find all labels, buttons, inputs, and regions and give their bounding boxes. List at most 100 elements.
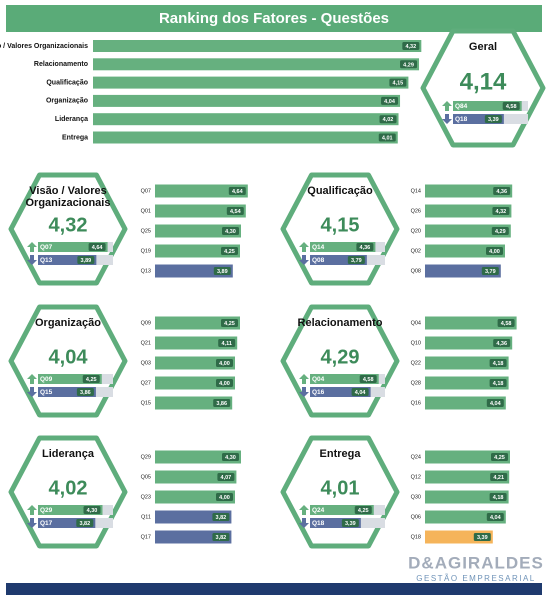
best-question: Q14 [312,244,325,251]
value-tag [83,506,101,514]
value-label: 4,36 [496,341,507,347]
worst-bar [38,255,97,265]
value-label: 4,04 [490,401,502,407]
value-tag [213,399,231,407]
value-label: 4,18 [493,361,504,367]
value-tag [76,519,94,527]
bar [425,396,506,410]
value-label: 4,58 [363,377,374,383]
category-label: Q30 [411,494,421,500]
bar [425,224,511,238]
value-label: 4,00 [489,249,500,255]
value-tag [489,379,507,387]
card-title: Liderança [42,448,94,460]
card-title-box: Organização [35,317,101,329]
category-label: Q21 [141,340,151,346]
category-label: Q16 [411,400,421,406]
best-arrow [27,242,37,252]
value-label: 4,02 [383,117,394,123]
category-label: Q28 [411,380,421,386]
bar [93,40,422,52]
value-tag [341,519,359,527]
best-bar [38,374,102,384]
worst-bar [310,387,371,397]
value-label: 3,79 [485,269,496,275]
bar [425,204,512,218]
value-label: 4,54 [230,209,242,215]
category-label: Q23 [141,494,151,500]
bar [155,204,246,218]
value-label: 4,30 [87,508,98,514]
value-tag [486,399,504,407]
card-title: Relacionamento [297,317,383,329]
bar [425,264,501,278]
value-tag [216,359,233,367]
value-tag [221,247,238,255]
best-bar [453,101,522,111]
value-label: 4,00 [219,495,230,501]
worst-question: Q15 [40,389,53,396]
category-label: Q27 [141,380,151,386]
bar [155,224,241,238]
best-arrow [27,374,37,384]
value-tag [484,115,502,123]
category-label: Q25 [141,228,151,234]
value-label: 4,29 [403,62,414,68]
worst-arrow [27,255,37,265]
value-label: 4,29 [495,229,506,235]
best-question: Q29 [40,507,53,514]
value-tag [218,339,236,347]
value-tag [493,187,511,195]
worst-bar [38,518,96,528]
best-question: Q24 [312,507,325,514]
value-tag [216,493,233,501]
best-bar [310,242,376,252]
value-label: 3,86 [80,390,91,396]
bar [425,470,510,484]
value-tag [491,227,509,235]
value-label: 4,04 [355,390,367,396]
card-title: Qualificação [307,185,373,197]
worst-question: Q13 [40,257,53,264]
value-label: 3,82 [216,535,227,541]
footer-bar [6,583,542,595]
value-label: 4,25 [224,249,235,255]
category-label: Relacionamento [34,61,88,68]
value-label: 4,30 [225,455,236,461]
bar [155,530,232,544]
value-tag [228,187,246,195]
value-label: 4,11 [221,341,231,347]
category-label: Q12 [411,474,421,480]
value-tag [226,207,244,215]
best-arrow [27,505,37,515]
value-tag [354,506,372,514]
category-label: Organização [46,98,88,105]
value-label: 3,39 [477,535,488,541]
value-tag [489,493,507,501]
value-tag [217,473,235,481]
bar [93,94,401,107]
value-label: 4,32 [496,209,507,215]
card-title-box: Liderança [42,448,94,460]
category-label: Q01 [141,208,151,214]
value-label: 3,89 [217,269,228,275]
value-label: 3,79 [351,258,362,264]
value-label: 4,00 [219,361,230,367]
value-tag [400,60,418,69]
best-bar [310,505,374,515]
value-label: 4,25 [358,508,369,514]
value-tag [481,267,499,275]
bar [155,490,235,504]
worst-arrow [442,114,452,124]
value-tag [212,513,230,521]
value-label: 4,64 [92,245,104,251]
value-label: 4,64 [232,189,244,195]
best-question: Q04 [312,376,325,383]
value-tag [381,96,399,105]
value-label: 4,00 [219,381,230,387]
category-label: Q26 [411,208,421,214]
value-tag [76,388,94,396]
best-bar [310,374,379,384]
value-label: 4,07 [221,475,232,481]
